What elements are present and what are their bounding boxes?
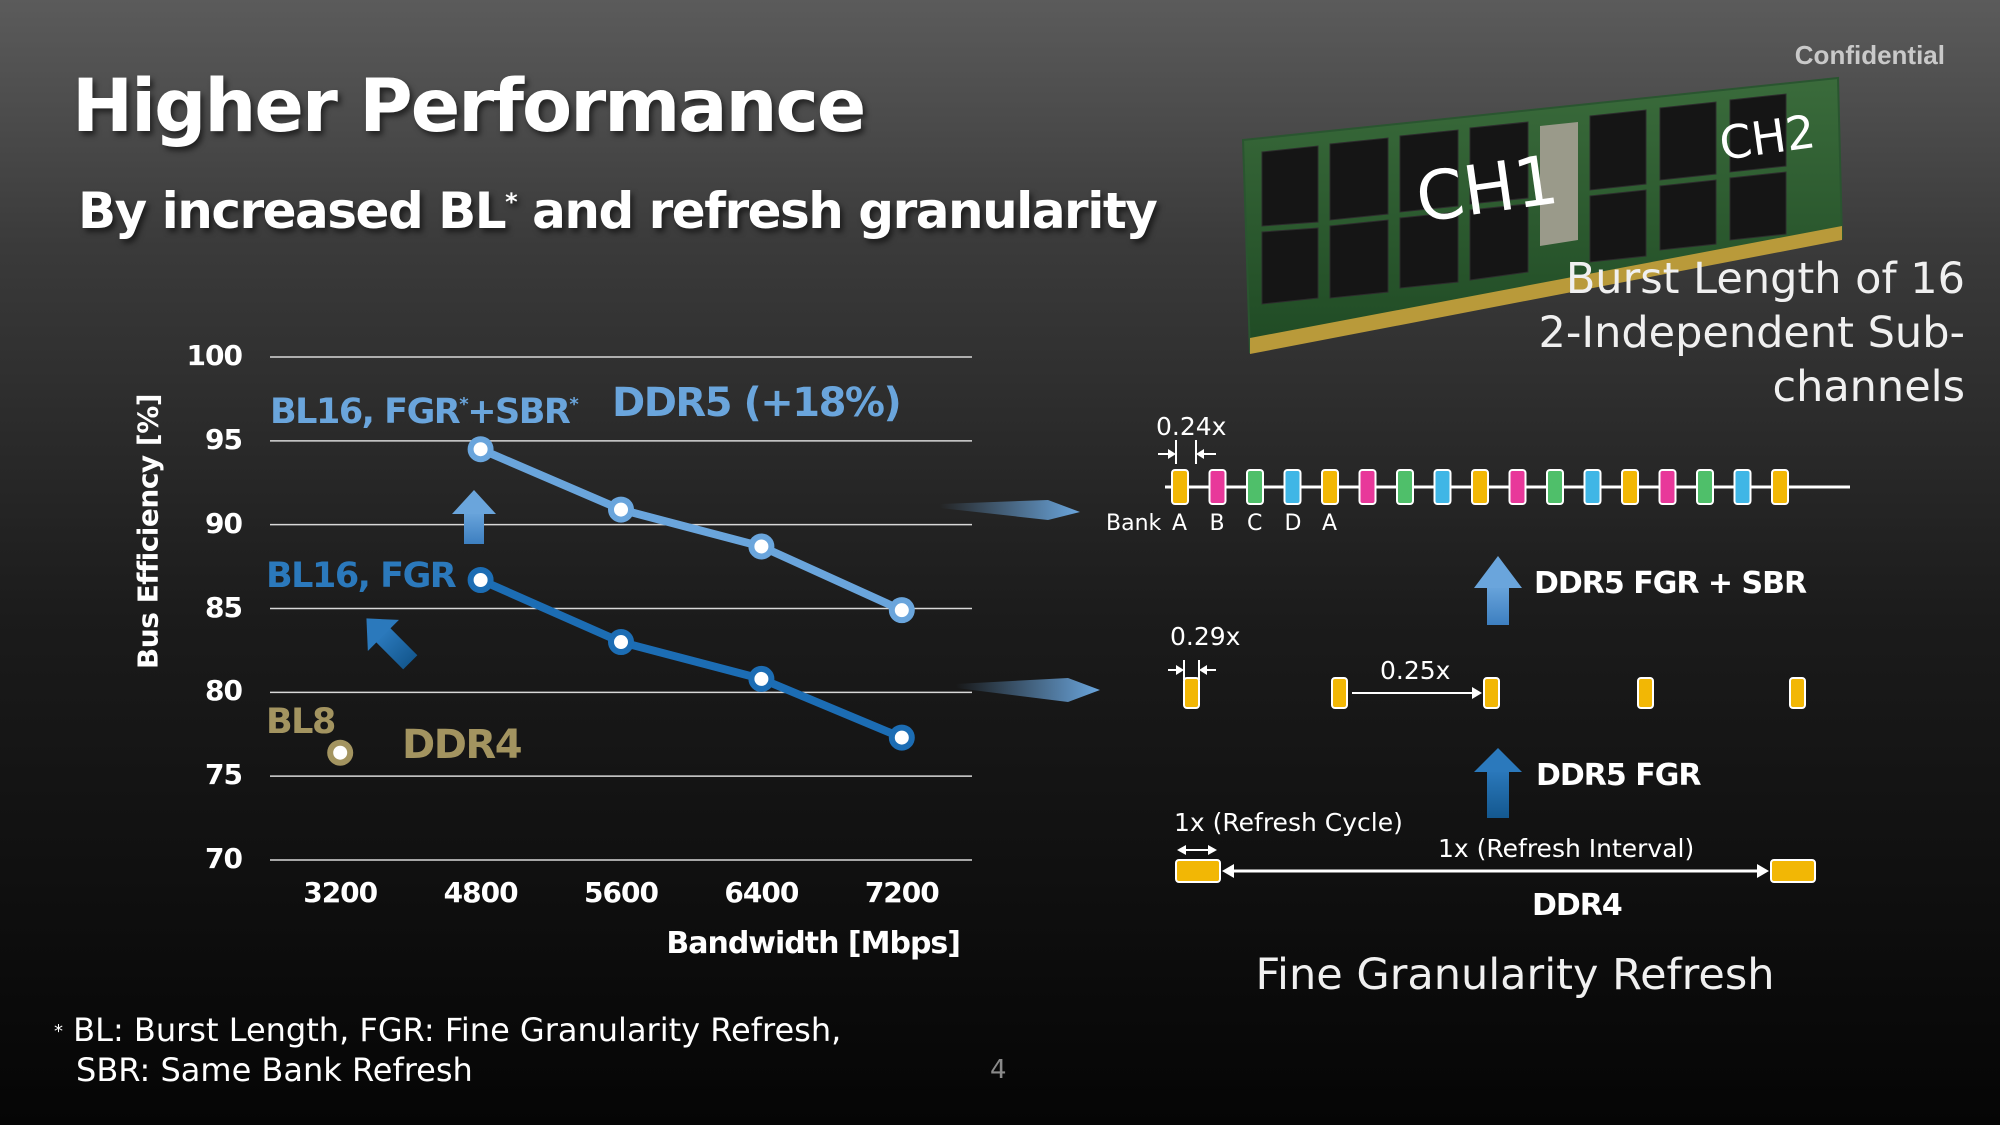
bank-letter: D bbox=[1284, 511, 1302, 536]
data-point bbox=[467, 566, 494, 593]
pointer-arrow-icon-fgr bbox=[956, 678, 1100, 702]
bank-refresh-block bbox=[1358, 469, 1377, 505]
x-tick-label: 6400 bbox=[724, 876, 799, 909]
series-label-fgr-sbr: BL16, FGR*+SBR* bbox=[270, 392, 579, 432]
data-point bbox=[327, 739, 354, 766]
bank-refresh-block bbox=[1771, 469, 1789, 505]
bank-letter: A bbox=[1172, 511, 1188, 536]
bank-refresh-block bbox=[1658, 469, 1677, 505]
ch2-label: CH2 bbox=[1716, 104, 1819, 171]
y-tick-label: 85 bbox=[205, 590, 243, 624]
slide-title: Higher Performance bbox=[72, 64, 866, 149]
bank-refresh-block bbox=[1508, 469, 1527, 505]
sbr-timeline bbox=[1158, 440, 1850, 505]
ddr5-module-image bbox=[1241, 76, 1844, 354]
fgr-timeline bbox=[1168, 660, 1806, 709]
bank-label: Bank bbox=[1106, 511, 1162, 536]
annotation-ddr5: DDR5 (+18%) bbox=[612, 380, 902, 426]
timing-label-fgr-interval: 0.25x bbox=[1380, 656, 1451, 685]
y-tick-label: 70 bbox=[205, 842, 243, 875]
confidential-label: Confidential bbox=[1794, 40, 1945, 70]
bank-letter: A bbox=[1322, 511, 1338, 536]
chart-data-points bbox=[327, 436, 915, 766]
label-ddr4-timeline: DDR4 bbox=[1532, 888, 1623, 923]
data-point bbox=[467, 436, 494, 463]
bank-refresh-block bbox=[1396, 469, 1414, 505]
x-tick-label: 3200 bbox=[303, 876, 378, 909]
refresh-interval-label: 1x (Refresh Interval) bbox=[1438, 834, 1695, 863]
burst-length-caption: Burst Length of 16 2-Independent Sub-chan… bbox=[1538, 254, 1965, 412]
x-tick-label: 4800 bbox=[443, 876, 519, 909]
bank-refresh-block bbox=[1208, 469, 1227, 505]
footnote: * BL: Burst Length, FGR: Fine Granularit… bbox=[54, 1011, 842, 1089]
series-label-fgr: BL16, FGR bbox=[266, 556, 457, 596]
diagonal-arrow-icon bbox=[366, 618, 418, 670]
data-point bbox=[608, 629, 634, 656]
y-axis-label: Bus Efficiency [%] bbox=[131, 393, 165, 670]
x-tick-label: 7200 bbox=[864, 876, 940, 909]
bank-refresh-block bbox=[1246, 469, 1264, 505]
bank-refresh-block bbox=[1696, 469, 1714, 505]
chart-series-lines bbox=[478, 445, 904, 742]
x-tick-label: 5600 bbox=[584, 876, 659, 909]
chart-gridlines bbox=[270, 356, 972, 861]
up-arrow-icon bbox=[452, 490, 496, 544]
fgr-diagram-title: Fine Granularity Refresh bbox=[1255, 950, 1775, 1000]
data-point bbox=[748, 533, 775, 560]
series-line-1 bbox=[478, 576, 904, 742]
ch1-label: CH1 bbox=[1411, 141, 1563, 239]
series-line-0 bbox=[479, 445, 904, 614]
bank-letter: C bbox=[1247, 511, 1263, 536]
bank-refresh-block bbox=[1583, 469, 1602, 505]
data-point bbox=[608, 496, 634, 523]
timing-label-fgr-cycle: 0.29x bbox=[1170, 622, 1241, 651]
bank-refresh-block bbox=[1433, 469, 1452, 505]
y-tick-label: 80 bbox=[205, 674, 243, 708]
bank-refresh-block bbox=[1283, 469, 1302, 505]
up-arrow-icon-fgr bbox=[1474, 748, 1522, 818]
timing-label-sbr: 0.24x bbox=[1156, 412, 1227, 441]
page-number: 4 bbox=[990, 1055, 1007, 1085]
slide-subtitle: By increased BL* and refresh granularity bbox=[78, 182, 1158, 240]
ddr4-timeline bbox=[1175, 845, 1816, 883]
bank-refresh-block bbox=[1733, 469, 1752, 505]
bank-refresh-block bbox=[1171, 469, 1189, 505]
bank-refresh-block bbox=[1321, 469, 1339, 505]
y-tick-label: 75 bbox=[205, 758, 243, 792]
series-label-bl8: BL8 bbox=[266, 702, 336, 742]
data-point bbox=[888, 724, 915, 751]
bank-refresh-block bbox=[1471, 469, 1489, 505]
data-point bbox=[888, 597, 915, 624]
y-tick-label: 90 bbox=[205, 506, 243, 540]
bank-letter: B bbox=[1209, 511, 1225, 536]
x-axis-label: Bandwidth [Mbps] bbox=[666, 926, 961, 961]
label-ddr5-fgr-sbr: DDR5 FGR + SBR bbox=[1534, 566, 1807, 601]
bank-refresh-block bbox=[1546, 469, 1564, 505]
bank-refresh-block bbox=[1621, 469, 1639, 505]
label-ddr5-fgr: DDR5 FGR bbox=[1536, 758, 1701, 793]
pointer-arrow-icon-sbr bbox=[940, 500, 1080, 520]
up-arrow-icon-sbr bbox=[1474, 556, 1522, 625]
y-tick-label: 95 bbox=[205, 422, 243, 456]
annotation-ddr4: DDR4 bbox=[402, 722, 523, 768]
refresh-cycle-label: 1x (Refresh Cycle) bbox=[1174, 808, 1403, 837]
data-point bbox=[748, 665, 775, 692]
y-tick-label: 100 bbox=[186, 339, 243, 372]
